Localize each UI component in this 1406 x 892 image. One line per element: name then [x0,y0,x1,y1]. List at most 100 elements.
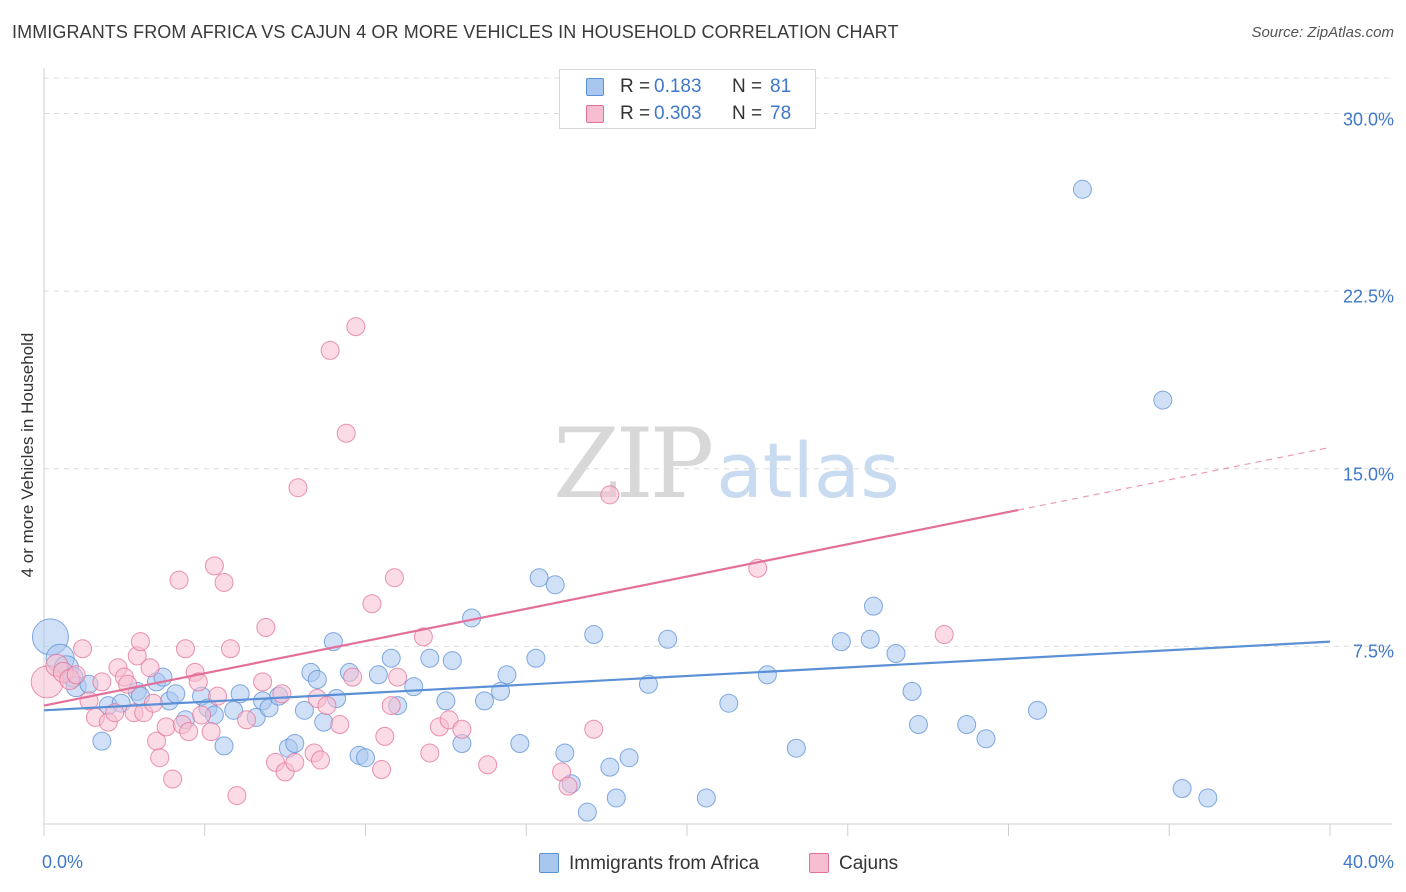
point-africa [1198,788,1218,808]
point-africa [404,677,424,697]
point-africa [606,788,626,808]
point-africa [757,665,777,685]
point-africa [902,681,922,701]
point-africa [1027,700,1047,720]
point-africa [381,648,401,668]
legend-n-label: N = [732,103,763,124]
point-cajuns [558,776,578,796]
y-tick-label: 15.0% [1342,464,1394,485]
point-cajuns [227,786,247,806]
point-africa [214,736,234,756]
point-cajuns [150,748,170,768]
point-africa [314,712,334,732]
trend-line-africa [43,640,1331,712]
point-cajuns [179,722,199,742]
y-tick-label: 7.5% [1352,641,1394,662]
point-africa [555,743,575,763]
bottom-legend-swatch-africa [539,853,559,873]
point-cajuns [220,639,240,659]
point-africa [831,632,851,652]
point-cajuns [237,710,257,730]
point-cajuns [413,627,433,647]
point-africa [584,625,604,645]
point-cajuns [73,639,93,659]
chart-title: IMMIGRANTS FROM AFRICA VS CAJUN 4 OR MOR… [12,22,899,42]
point-africa [976,729,996,749]
point-cajuns [310,750,330,770]
legend-swatch-cajuns [586,105,604,123]
point-cajuns [253,672,273,692]
point-africa [719,693,739,713]
point-africa [886,643,906,663]
point-africa [957,715,977,735]
zipatlas-watermark: ZIPatlas [553,408,900,520]
point-africa [474,691,494,711]
watermark-zip: ZIP [553,408,714,520]
point-africa [1153,390,1173,410]
point-africa [510,733,530,753]
point-africa [526,648,546,668]
point-africa [224,700,244,720]
point-africa [600,757,620,777]
point-africa [285,733,305,753]
legend-r-label: R = [620,76,651,97]
point-cajuns [188,672,208,692]
point-cajuns [439,710,459,730]
point-africa [696,788,716,808]
point-cajuns [130,632,150,652]
point-cajuns [600,485,620,505]
legend-r-label: R = [620,103,651,124]
point-africa [658,629,678,649]
point-cajuns [285,752,305,772]
trend-line-cajuns-extension [1018,446,1331,511]
point-africa [436,691,456,711]
point-africa [92,731,112,751]
point-cajuns [192,705,212,725]
point-africa [166,684,186,704]
y-tick-label: 30.0% [1342,109,1394,130]
point-africa [368,665,388,685]
point-cajuns [375,726,395,746]
source-credit: Source: ZipAtlas.com [1251,24,1394,41]
legend-r-value: 0.303 [654,103,702,124]
point-cajuns [320,340,340,360]
point-cajuns [343,667,363,687]
watermark-atlas: atlas [716,426,900,515]
point-cajuns [288,478,308,498]
point-africa [529,568,549,588]
point-africa [1072,179,1092,199]
y-tick-label: 22.5% [1342,286,1394,307]
point-africa [786,738,806,758]
point-cajuns [256,617,276,637]
point-cajuns [381,696,401,716]
point-cajuns [169,570,189,590]
point-cajuns [420,743,440,763]
point-cajuns [105,703,125,723]
point-africa [497,665,517,685]
point-cajuns [92,672,112,692]
point-cajuns [317,696,337,716]
point-africa [230,684,250,704]
point-cajuns [330,715,350,735]
point-africa [863,596,883,616]
point-africa [307,670,327,690]
legend-n-value: 81 [770,76,792,97]
point-cajuns [66,665,86,685]
point-cajuns [478,755,498,775]
point-africa [356,748,375,768]
point-cajuns [163,769,183,789]
point-cajuns [372,760,392,780]
point-cajuns [201,722,221,742]
point-africa [294,700,314,720]
point-africa [638,674,658,694]
point-africa [908,715,928,735]
point-cajuns [272,684,292,704]
point-cajuns [388,667,408,687]
point-cajuns [175,639,195,659]
point-cajuns [934,625,954,645]
trend-line-cajuns [43,508,1019,707]
legend-n-value: 78 [770,103,792,124]
point-africa [420,648,440,668]
legend-swatch-africa [586,78,604,96]
